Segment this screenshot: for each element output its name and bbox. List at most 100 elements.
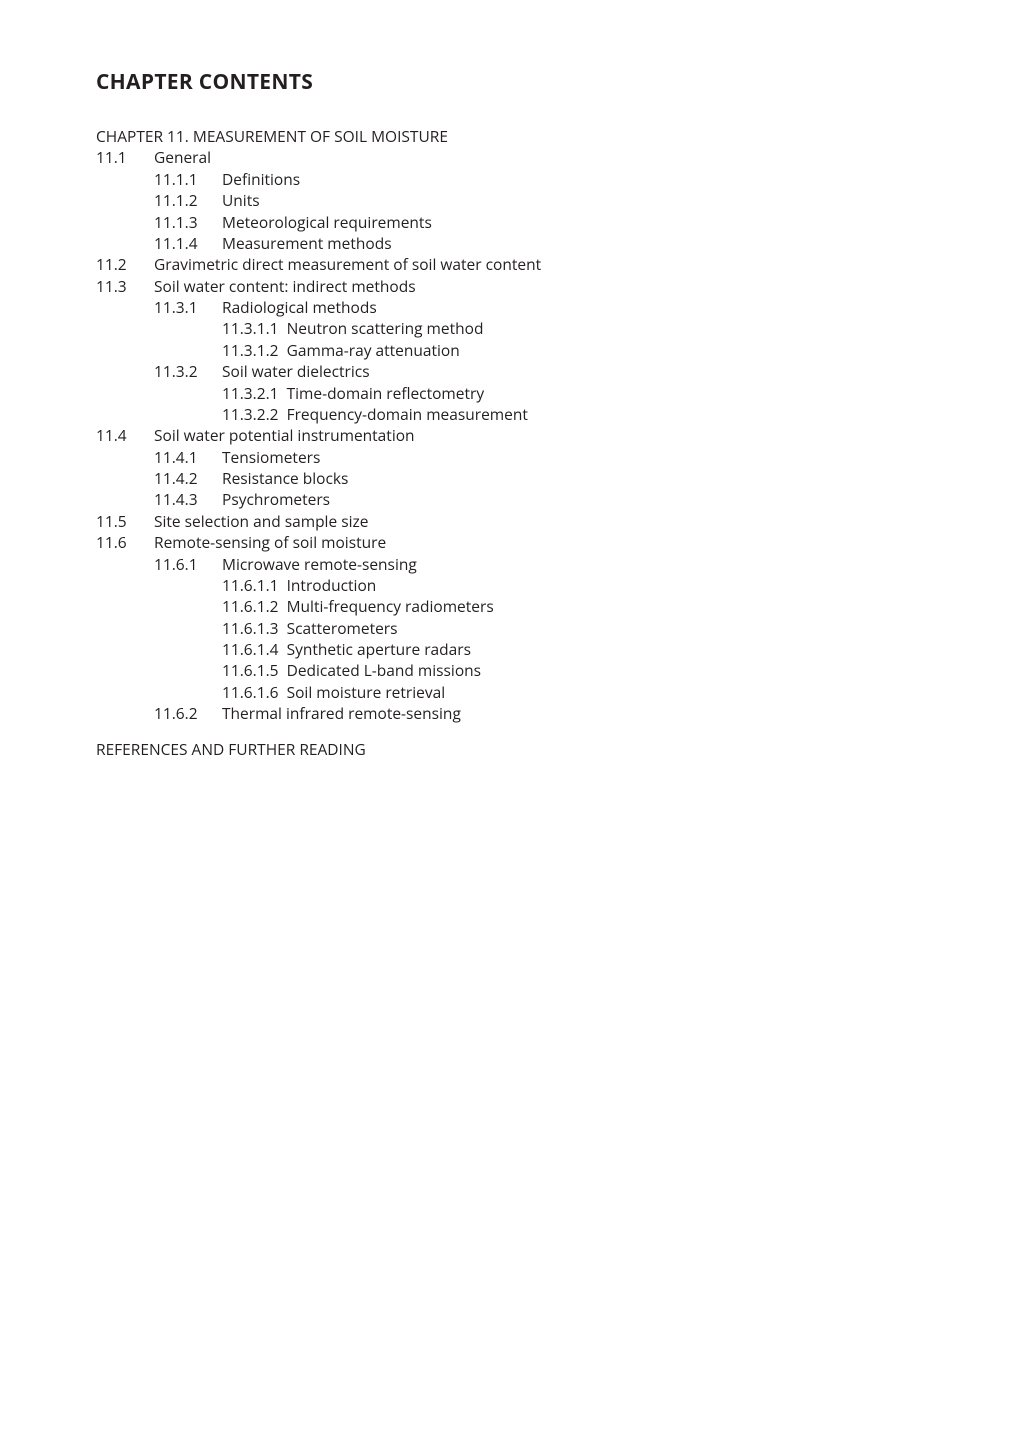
toc-entry-text: 11.1.2Units: [96, 190, 260, 211]
chapter-contents-heading: CHAPTER CONTENTS: [96, 68, 1020, 96]
toc-entry-number: 11.1: [96, 147, 154, 168]
toc-entry: 11.1.1Definitions324: [96, 169, 1020, 190]
toc-entry-title: Soil water potential instrumentation: [154, 424, 415, 446]
toc-entry-text: 11.3Soil water content: indirect methods: [96, 276, 416, 297]
toc-entry: 11.2Gravimetric direct measurement of so…: [96, 254, 1020, 275]
toc-entry-title: Tensiometers: [222, 446, 320, 468]
toc-entry-text: 11.6.1Microwave remote-sensing: [96, 554, 417, 575]
toc-entry: 11.5Site selection and sample size333: [96, 511, 1020, 532]
toc-entry: 11.4.1Tensiometers331: [96, 447, 1020, 468]
toc-entry-references: REFERENCES AND FURTHER READING341: [96, 739, 1020, 760]
toc-entry-text: 11.5Site selection and sample size: [96, 511, 368, 532]
toc-entry-title: CHAPTER 11. MEASUREMENT OF SOIL MOISTURE: [96, 125, 448, 147]
toc-entry-text: 11.6.1.6 Soil moisture retrieval: [96, 682, 445, 703]
toc-entry-title: Meteorological requirements: [222, 211, 432, 233]
toc-entry-text: 11.6Remote-sensing of soil moisture: [96, 532, 386, 553]
toc-entry-title: 11.6.1.4 Synthetic aperture radars: [222, 638, 471, 660]
toc-entry-title: Remote-sensing of soil moisture: [154, 531, 386, 553]
toc-entry-text: 11.4.3Psychrometers: [96, 489, 330, 510]
toc-entry-text: CHAPTER 11. MEASUREMENT OF SOIL MOISTURE: [96, 126, 448, 147]
toc-entry: 11.3.1.1 Neutron scattering method329: [96, 318, 1020, 339]
toc-gap: [96, 725, 1020, 739]
toc-entry: 11.6.2Thermal infrared remote-sensing340: [96, 703, 1020, 724]
toc-entry-title: Units: [222, 189, 260, 211]
toc-entry-title: Definitions: [222, 168, 300, 190]
toc-entry: 11.4.3Psychrometers332: [96, 489, 1020, 510]
toc-entry: 11.6.1Microwave remote-sensing334: [96, 554, 1020, 575]
toc-entry: 11.3.2Soil water dielectrics330: [96, 361, 1020, 382]
toc-entry-text: 11.4.2Resistance blocks: [96, 468, 348, 489]
toc-entry-text: 11.3.1.1 Neutron scattering method: [96, 318, 483, 339]
toc-entry-number: 11.6.1: [154, 554, 222, 575]
toc-entry-number: 11.4.1: [154, 447, 222, 468]
toc-entry-text: 11.1General: [96, 147, 211, 168]
toc-entry: CHAPTER 11. MEASUREMENT OF SOIL MOISTURE…: [96, 126, 1020, 147]
toc-entry-number: 11.3: [96, 276, 154, 297]
toc-entry-number: 11.2: [96, 254, 154, 275]
toc-entry: 11.3.2.1 Time-domain reflectometry330: [96, 383, 1020, 404]
toc-entry: 11.3.1.2 Gamma-ray attenuation329: [96, 340, 1020, 361]
toc-entry: 11.6.1.1 Introduction334: [96, 575, 1020, 596]
toc-entry: 11.6.1.3 Scatterometers336: [96, 618, 1020, 639]
toc-entry-title: Measurement methods: [222, 232, 392, 254]
toc-entry-text: 11.3.2.2 Frequency-domain measurement: [96, 404, 528, 425]
toc-entry-text: 11.1.1Definitions: [96, 169, 300, 190]
toc-entry: 11.1.2Units325: [96, 190, 1020, 211]
toc-entry-title: Soil water content: indirect methods: [154, 275, 416, 297]
toc-entry-text: 11.1.4Measurement methods: [96, 233, 392, 254]
toc-entry-title: 11.6.1.3 Scatterometers: [222, 617, 398, 639]
toc-entry: 11.1General324: [96, 147, 1020, 168]
page-column-label: Page: [96, 102, 1020, 120]
toc-entry-number: 11.1.1: [154, 169, 222, 190]
toc-entry: 11.6.1.2 Multi-frequency radiometers335: [96, 596, 1020, 617]
toc-entry-text: 11.4Soil water potential instrumentation: [96, 425, 415, 446]
toc-entry-title: Soil water dielectrics: [222, 360, 370, 382]
toc-entry-text: 11.2Gravimetric direct measurement of so…: [96, 254, 541, 275]
toc-entry-number: 11.1.2: [154, 190, 222, 211]
toc-entry: 11.6.1.4 Synthetic aperture radars337: [96, 639, 1020, 660]
toc-entry: 11.6Remote-sensing of soil moisture334: [96, 532, 1020, 553]
toc-entry-title: 11.3.2.2 Frequency-domain measurement: [222, 403, 528, 425]
toc-entry: 11.6.1.6 Soil moisture retrieval337: [96, 682, 1020, 703]
toc-entry-title: Site selection and sample size: [154, 510, 368, 532]
toc-entry-number: 11.3.1: [154, 297, 222, 318]
toc-entry: 11.4Soil water potential instrumentation…: [96, 425, 1020, 446]
toc-entry-number: 11.4.2: [154, 468, 222, 489]
toc-entry-title: Radiological methods: [222, 296, 377, 318]
toc-entry-text: 11.6.1.5 Dedicated L-band missions: [96, 660, 481, 681]
toc-entry-title: 11.6.1.2 Multi-frequency radiometers: [222, 595, 494, 617]
toc-entry-number: 11.6: [96, 532, 154, 553]
toc-entry-title: General: [154, 146, 211, 168]
toc-entry-text: 11.6.1.4 Synthetic aperture radars: [96, 639, 471, 660]
toc-entry: 11.1.3Meteorological requirements326: [96, 212, 1020, 233]
toc-entry-title: 11.6.1.6 Soil moisture retrieval: [222, 681, 445, 703]
toc-entry-number: 11.4.3: [154, 489, 222, 510]
toc-entry-text: REFERENCES AND FURTHER READING: [96, 739, 366, 760]
toc-entry-text: 11.6.2Thermal infrared remote-sensing: [96, 703, 461, 724]
toc-entry: 11.6.1.5 Dedicated L-band missions337: [96, 660, 1020, 681]
toc-entry-title: Thermal infrared remote-sensing: [222, 702, 461, 724]
toc-entry-number: 11.1.4: [154, 233, 222, 254]
toc-entry-title: Gravimetric direct measurement of soil w…: [154, 253, 541, 275]
toc-entry-number: 11.1.3: [154, 212, 222, 233]
toc-entry-title: Microwave remote-sensing: [222, 553, 417, 575]
toc-entry-title: 11.6.1.1 Introduction: [222, 574, 376, 596]
toc-entry: 11.4.2Resistance blocks332: [96, 468, 1020, 489]
toc-entry-text: 11.6.1.1 Introduction: [96, 575, 376, 596]
toc-entry-text: 11.3.1.2 Gamma-ray attenuation: [96, 340, 460, 361]
toc-entry: 11.3.1Radiological methods328: [96, 297, 1020, 318]
toc-entry-number: 11.3.2: [154, 361, 222, 382]
toc-entry-text: 11.4.1Tensiometers: [96, 447, 320, 468]
table-of-contents: CHAPTER 11. MEASUREMENT OF SOIL MOISTURE…: [96, 126, 1020, 760]
toc-entry-text: 11.3.2Soil water dielectrics: [96, 361, 370, 382]
toc-entry-text: 11.3.2.1 Time-domain reflectometry: [96, 383, 484, 404]
toc-entry: 11.1.4Measurement methods326: [96, 233, 1020, 254]
toc-entry: 11.3Soil water content: indirect methods…: [96, 276, 1020, 297]
toc-entry-title: 11.3.2.1 Time-domain reflectometry: [222, 382, 484, 404]
toc-entry-text: 11.6.1.3 Scatterometers: [96, 618, 398, 639]
toc-entry-text: 11.1.3Meteorological requirements: [96, 212, 432, 233]
toc-entry-title: 11.6.1.5 Dedicated L-band missions: [222, 659, 481, 681]
toc-entry-number: 11.5: [96, 511, 154, 532]
toc-entry-title: Resistance blocks: [222, 467, 348, 489]
toc-entry-number: 11.4: [96, 425, 154, 446]
